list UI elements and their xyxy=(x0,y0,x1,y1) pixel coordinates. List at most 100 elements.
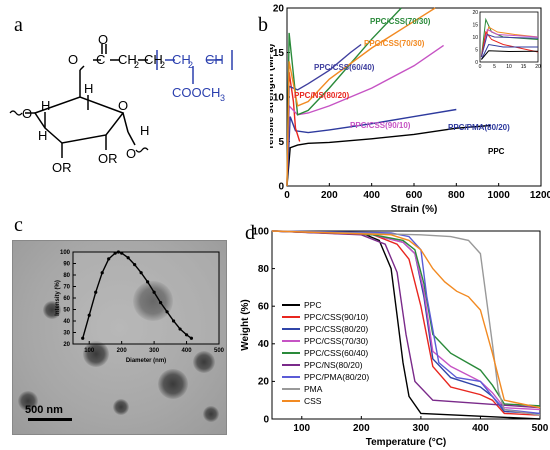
atom-o-double: O xyxy=(98,32,108,47)
series-line xyxy=(271,230,541,409)
legend-label: PPC/CSS(90/10) xyxy=(304,312,368,322)
series-line xyxy=(271,230,541,415)
data-point xyxy=(171,319,176,323)
inset-y-tick-label: 20 xyxy=(472,10,478,16)
y-axis-label: Tensile strength (MPa) xyxy=(270,44,276,151)
series-line xyxy=(271,230,541,407)
inset-y-tick-label: 15 xyxy=(472,23,478,29)
inset-x-tick-label: 15 xyxy=(521,64,527,70)
subscript-2a: 2 xyxy=(134,60,139,70)
x-tick-label: 500 xyxy=(532,423,549,434)
series-label: PPC/NS(80/20) xyxy=(294,91,349,100)
x-tick-label: 0 xyxy=(284,190,290,201)
data-point xyxy=(159,301,163,305)
x-tick-label: 300 xyxy=(413,423,430,434)
y-tick-label: 20 xyxy=(273,3,285,14)
series-label: PPC/CSS(70/30) xyxy=(370,17,431,26)
nanoparticle xyxy=(18,391,38,411)
nanoparticle xyxy=(203,406,219,422)
data-point xyxy=(116,250,121,254)
x-tick-label: 400 xyxy=(363,190,380,201)
series-line xyxy=(286,124,491,187)
series-label: PPC/PMA(80/20) xyxy=(448,123,510,132)
legend-label: PPC/CSS(70/30) xyxy=(304,336,368,346)
legend-label: PMA xyxy=(304,384,323,394)
y-axis-label: Intensity (%) xyxy=(55,280,61,316)
data-point xyxy=(126,256,130,260)
plot-frame xyxy=(271,230,541,420)
x-tick-label: 400 xyxy=(472,423,489,434)
atom-h4: H xyxy=(140,123,149,138)
y-tick-label: 90 xyxy=(63,262,70,268)
y-tick-label: 100 xyxy=(252,226,269,237)
inset-series-line xyxy=(480,43,538,60)
scale-bar-label: 500 nm xyxy=(25,404,63,416)
nanoparticle xyxy=(193,351,215,373)
panel-label-d: d xyxy=(245,222,255,244)
inset-x-tick-label: 5 xyxy=(493,64,496,70)
legend-label: PPC/PMA(80/20) xyxy=(304,372,369,382)
series-label: PPC xyxy=(488,147,505,156)
atom-o-top: O xyxy=(68,52,78,67)
y-tick-label: 40 xyxy=(258,339,270,350)
group-or-2: OR xyxy=(98,151,118,166)
y-tick-label: 10 xyxy=(273,92,285,103)
subscript-3: 3 xyxy=(220,93,225,103)
atom-o-ring: O xyxy=(118,98,128,113)
x-tick-label: 100 xyxy=(293,423,310,434)
subscript-2p: 2 xyxy=(188,60,193,70)
inset-background xyxy=(73,252,219,344)
atom-h3: H xyxy=(38,128,47,143)
data-point xyxy=(139,271,143,275)
y-tick-label: 15 xyxy=(273,48,285,59)
series-label: PPC/CSS(90/10) xyxy=(350,121,411,130)
nanoparticle xyxy=(133,281,173,321)
inset-series-line xyxy=(480,28,539,58)
series-label: PPC/CSS(70/30) xyxy=(364,39,425,48)
legend-label: PPC/CSS(80/20) xyxy=(304,324,368,334)
x-tick-label: 400 xyxy=(182,348,193,354)
x-axis-label: Temperature (°C) xyxy=(366,437,447,448)
atom-c-ester: C xyxy=(96,52,105,67)
panel-label-a: a xyxy=(14,14,23,36)
data-point xyxy=(120,251,124,255)
data-point xyxy=(146,280,150,284)
size-distribution-inset: 100 200 300 400 500 20 30 40 50 60 70 80 90 100 Diamet… xyxy=(55,250,225,364)
series-line xyxy=(271,230,541,409)
y-tick-label: 80 xyxy=(258,264,270,275)
nanoparticle xyxy=(113,399,129,415)
group-cooch3: COOCH xyxy=(172,85,220,100)
inset-x-tick-label: 10 xyxy=(506,64,512,70)
y-tick-label: 100 xyxy=(60,250,71,256)
subscript-2b: 2 xyxy=(160,60,165,70)
legend-label: PPC/CSS(60/40) xyxy=(304,348,368,358)
x-tick-label: 200 xyxy=(353,423,370,434)
x-tick-label: 100 xyxy=(84,348,95,354)
data-point xyxy=(81,336,85,340)
group-ch2-polymer: CH xyxy=(172,52,191,67)
series-line xyxy=(286,7,436,187)
series-line xyxy=(271,230,541,411)
data-point xyxy=(87,313,91,317)
nanoparticle xyxy=(158,369,188,399)
y-axis-label: Weight (%) xyxy=(240,299,251,350)
x-axis-label: Strain (%) xyxy=(391,204,438,215)
series-line xyxy=(286,108,457,187)
data-point xyxy=(133,263,137,267)
nanoparticle xyxy=(83,341,109,367)
inset-y-tick-label: 10 xyxy=(472,35,478,41)
x-tick-label: 600 xyxy=(406,190,423,201)
y-tick-label: 5 xyxy=(278,137,284,148)
group-ch2-a: CH xyxy=(118,52,137,67)
y-tick-label: 50 xyxy=(63,308,70,314)
scale-bar xyxy=(28,418,72,421)
y-tick-label: 60 xyxy=(63,296,70,302)
x-tick-label: 1000 xyxy=(488,190,511,201)
atom-o-bottom: O xyxy=(126,146,136,161)
group-ch: CH xyxy=(205,52,224,67)
atom-h1: H xyxy=(41,98,50,113)
x-tick-label: 500 xyxy=(214,348,225,354)
series-label: PPC/CSS(60/40) xyxy=(314,63,375,72)
series-line xyxy=(271,230,541,420)
data-point xyxy=(107,257,111,261)
